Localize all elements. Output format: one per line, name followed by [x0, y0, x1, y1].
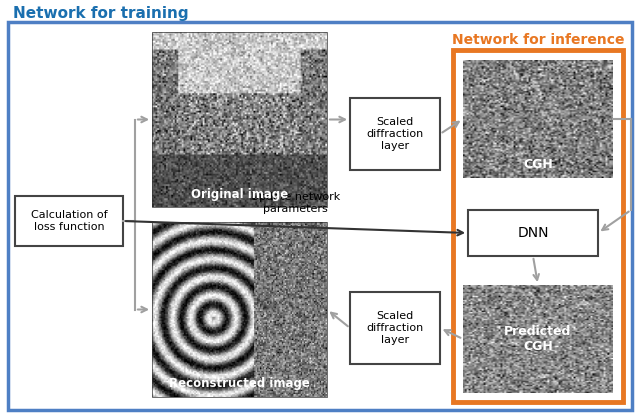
Bar: [350, 98, 440, 170]
Text: CGH: CGH: [523, 158, 553, 171]
Text: DNN: DNN: [517, 226, 548, 240]
Text: Scaled
diffraction
layer: Scaled diffraction layer: [366, 118, 424, 151]
Text: Network for training: Network for training: [13, 5, 189, 20]
Text: Update network
parameters: Update network parameters: [251, 192, 340, 214]
Bar: [350, 292, 440, 364]
Bar: [15, 196, 123, 246]
Bar: [453, 50, 623, 402]
Text: Network for inference: Network for inference: [452, 33, 624, 47]
Text: Calculation of
loss function: Calculation of loss function: [31, 210, 108, 232]
Bar: [468, 210, 598, 256]
Bar: [152, 32, 327, 207]
Text: Original image: Original image: [191, 188, 288, 201]
Bar: [152, 222, 327, 397]
Text: Reconstructed image: Reconstructed image: [169, 377, 310, 390]
Text: Predicted
CGH: Predicted CGH: [504, 325, 572, 353]
Text: Scaled
diffraction
layer: Scaled diffraction layer: [366, 311, 424, 344]
